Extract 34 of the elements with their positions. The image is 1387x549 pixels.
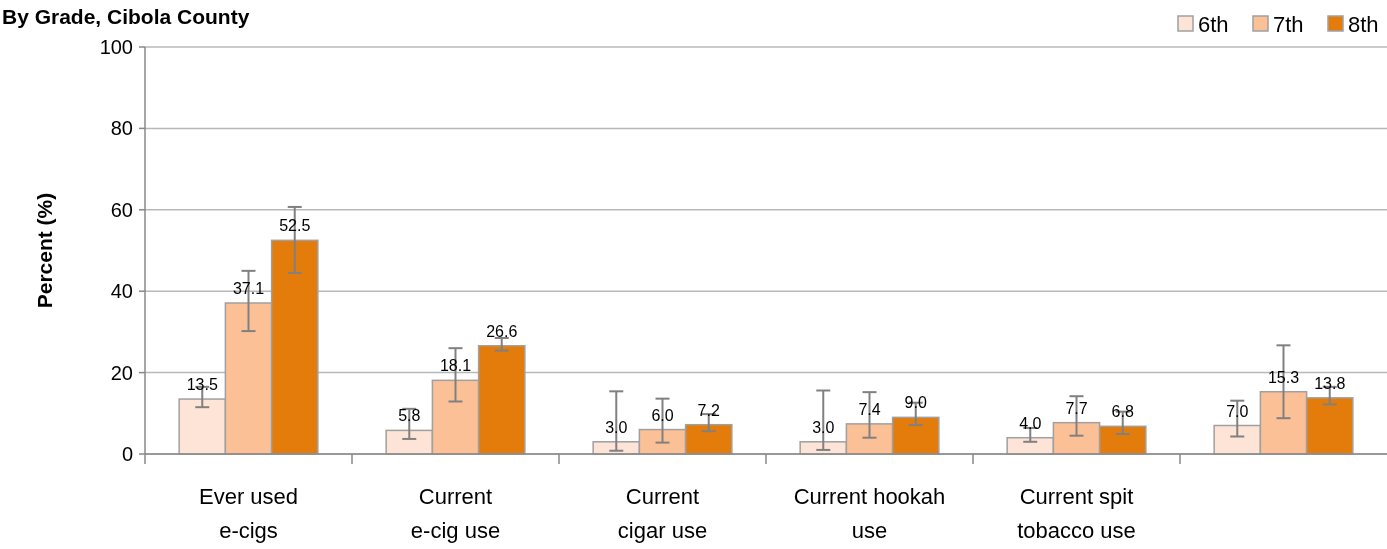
data-label: 13.8 bbox=[1314, 374, 1346, 392]
y-axis-title: Percent (%) bbox=[33, 192, 56, 309]
y-tick-label: 80 bbox=[110, 117, 133, 140]
data-label: 7.4 bbox=[858, 400, 881, 418]
x-tick-label: Current cigar use bbox=[617, 484, 708, 543]
legend-label: 7th bbox=[1273, 11, 1304, 37]
legend-label: 6th bbox=[1198, 11, 1229, 37]
y-tick-label: 20 bbox=[110, 361, 133, 384]
data-label: 6.8 bbox=[1111, 403, 1134, 421]
data-label: 7.2 bbox=[697, 401, 720, 419]
x-tick-label: Current e-cig use bbox=[410, 484, 501, 543]
x-tick-label: Ever used e-cigs bbox=[198, 484, 299, 543]
x-tick-label: Current hookah use bbox=[793, 484, 946, 543]
data-label: 7.0 bbox=[1226, 402, 1249, 420]
data-label: 37.1 bbox=[232, 280, 265, 297]
data-label: 7.7 bbox=[1065, 399, 1088, 417]
y-tick-label: 40 bbox=[110, 280, 133, 303]
data-label: 6.0 bbox=[651, 406, 674, 424]
data-label: 3.0 bbox=[605, 418, 628, 436]
data-label: 52.5 bbox=[279, 217, 311, 235]
y-tick-label: 60 bbox=[110, 198, 133, 221]
chart-title: By Grade, Cibola County bbox=[2, 5, 250, 28]
data-label: 26.6 bbox=[486, 322, 518, 340]
data-label: 15.3 bbox=[1267, 368, 1300, 386]
y-tick-label: 100 bbox=[99, 36, 133, 58]
data-label: 9.0 bbox=[904, 394, 927, 412]
data-label: 5.8 bbox=[398, 407, 421, 425]
x-tick-label: Current spit tobacco use bbox=[1017, 484, 1136, 543]
legend-label: 8th bbox=[1348, 11, 1379, 37]
data-label: 13.5 bbox=[186, 376, 218, 394]
data-label: 3.0 bbox=[812, 418, 835, 436]
data-label: 4.0 bbox=[1019, 414, 1042, 432]
y-tick-label: 0 bbox=[121, 443, 133, 465]
data-label: 18.1 bbox=[439, 357, 472, 375]
